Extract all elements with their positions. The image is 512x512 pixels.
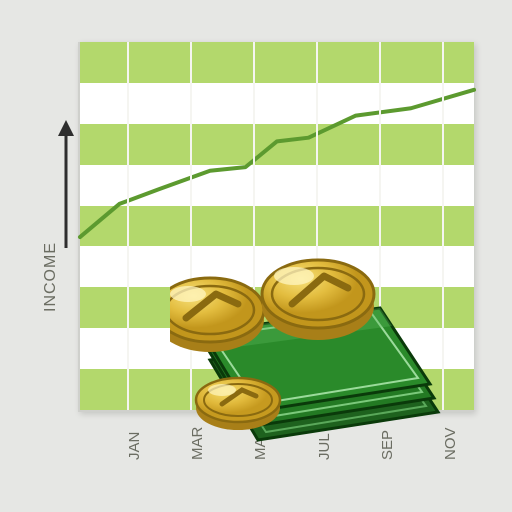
- coin-icon: [170, 278, 264, 352]
- money-icon: [170, 232, 470, 462]
- chart-vgrid: [127, 42, 129, 410]
- y-axis-label: INCOME: [42, 242, 60, 312]
- coin-icon: [262, 260, 374, 340]
- income-line: [80, 90, 474, 237]
- coin-icon: [196, 378, 280, 430]
- x-axis-tick-label: JAN: [126, 432, 143, 460]
- y-axis-arrow-icon: [56, 120, 76, 248]
